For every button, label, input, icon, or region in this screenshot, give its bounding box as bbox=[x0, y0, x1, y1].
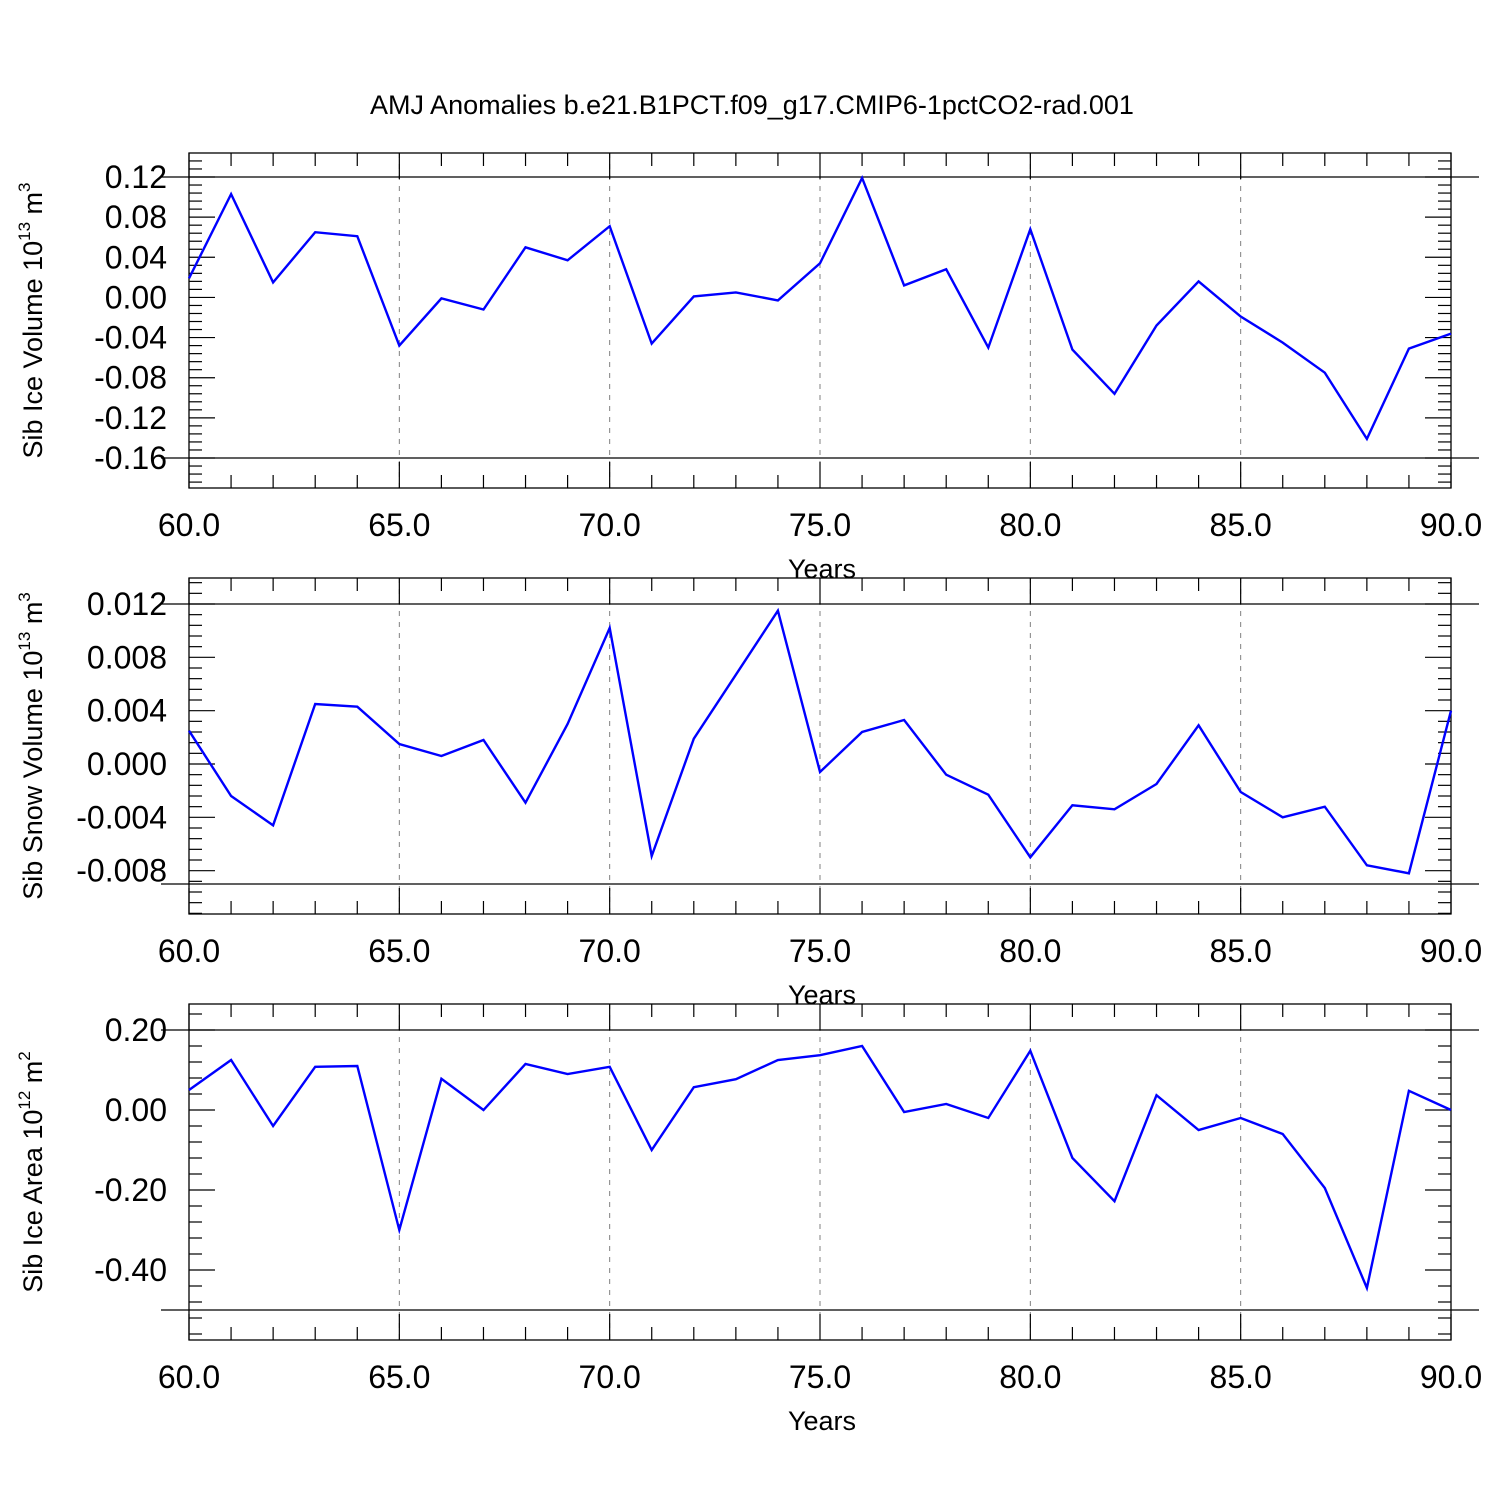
x-tick-label: 75.0 bbox=[789, 933, 851, 969]
y-axis-label-unit-exponent: 3 bbox=[15, 182, 34, 191]
y-tick-label: 0.008 bbox=[87, 639, 167, 675]
y-tick-label: 0.20 bbox=[105, 1012, 167, 1048]
y-axis-label-unit-exponent: 3 bbox=[15, 592, 34, 601]
y-tick-label: -0.20 bbox=[94, 1172, 167, 1208]
x-tick-label: 80.0 bbox=[999, 1359, 1061, 1395]
x-tick-label: 60.0 bbox=[158, 933, 220, 969]
x-tick-label: 70.0 bbox=[579, 1359, 641, 1395]
y-axis-label: Sib Ice Volume 1013 m3 bbox=[15, 182, 48, 458]
y-tick-label: -0.04 bbox=[94, 320, 167, 356]
y-tick-label: -0.08 bbox=[94, 360, 167, 396]
y-axis-label-text: Sib Ice Volume 10 bbox=[18, 241, 48, 459]
y-tick-label: -0.008 bbox=[76, 853, 167, 889]
x-tick-label: 60.0 bbox=[158, 507, 220, 543]
y-tick-label: 0.012 bbox=[87, 586, 167, 622]
x-axis-label: Years bbox=[788, 554, 856, 584]
y-axis-label-unit: m bbox=[18, 1061, 48, 1091]
y-tick-label: 0.00 bbox=[105, 1092, 167, 1128]
y-tick-label: -0.16 bbox=[94, 440, 167, 476]
x-tick-label: 70.0 bbox=[579, 507, 641, 543]
y-axis-label-text: Sib Snow Volume 10 bbox=[18, 651, 48, 900]
chart-panel-3: 0.20 0.00 -0.20 -0.40 60.0 65.0 70.0 75.0 80.0 85… bbox=[15, 1003, 1482, 1436]
y-tick-label: -0.004 bbox=[76, 799, 167, 835]
x-tick-label: 90.0 bbox=[1420, 933, 1482, 969]
x-axis-label: Years bbox=[788, 980, 856, 1010]
y-axis-label-unit-exponent: 2 bbox=[15, 1051, 34, 1060]
figure-title: AMJ Anomalies b.e21.B1PCT.f09_g17.CMIP6-… bbox=[370, 90, 1134, 120]
y-tick-label: 0.004 bbox=[87, 693, 167, 729]
y-axis-label-unit: m bbox=[18, 602, 48, 632]
y-axis-label: Sib Snow Volume 1013 m3 bbox=[15, 592, 48, 900]
x-tick-label: 65.0 bbox=[368, 933, 430, 969]
x-tick-label: 85.0 bbox=[1210, 507, 1272, 543]
chart-panel-1: 0.12 0.08 0.04 0.00 -0.04 -0.08 -0.12 -0.16 60.0… bbox=[15, 152, 1482, 584]
chart-panel-2: 0.012 0.008 0.004 0.000 -0.004 -0.008 60.0 65.0… bbox=[15, 577, 1482, 1010]
x-tick-label: 65.0 bbox=[368, 507, 430, 543]
y-axis-label-unit: m bbox=[18, 192, 48, 222]
y-tick-label: 0.00 bbox=[105, 279, 167, 315]
x-tick-label: 90.0 bbox=[1420, 1359, 1482, 1395]
x-tick-label: 80.0 bbox=[999, 507, 1061, 543]
x-tick-label: 75.0 bbox=[789, 507, 851, 543]
x-tick-label: 90.0 bbox=[1420, 507, 1482, 543]
y-axis-label-exponent: 13 bbox=[15, 222, 34, 241]
y-tick-label: 0.04 bbox=[105, 239, 167, 275]
x-tick-label: 85.0 bbox=[1210, 1359, 1272, 1395]
x-axis-label: Years bbox=[788, 1406, 856, 1436]
x-tick-label: 60.0 bbox=[158, 1359, 220, 1395]
x-tick-label: 85.0 bbox=[1210, 933, 1272, 969]
y-tick-label: -0.40 bbox=[94, 1252, 167, 1288]
y-axis-label-exponent: 13 bbox=[15, 632, 34, 651]
y-axis-label-text: Sib Ice Area 10 bbox=[18, 1110, 48, 1293]
x-tick-label: 75.0 bbox=[789, 1359, 851, 1395]
y-axis-label-exponent: 12 bbox=[15, 1091, 34, 1110]
y-tick-label: -0.12 bbox=[94, 400, 167, 436]
y-axis-label: Sib Ice Area 1012 m2 bbox=[15, 1051, 48, 1293]
y-tick-label: 0.000 bbox=[87, 746, 167, 782]
x-tick-label: 65.0 bbox=[368, 1359, 430, 1395]
x-tick-label: 70.0 bbox=[579, 933, 641, 969]
y-tick-label: 0.08 bbox=[105, 199, 167, 235]
x-tick-label: 80.0 bbox=[999, 933, 1061, 969]
y-tick-label: 0.12 bbox=[105, 159, 167, 195]
